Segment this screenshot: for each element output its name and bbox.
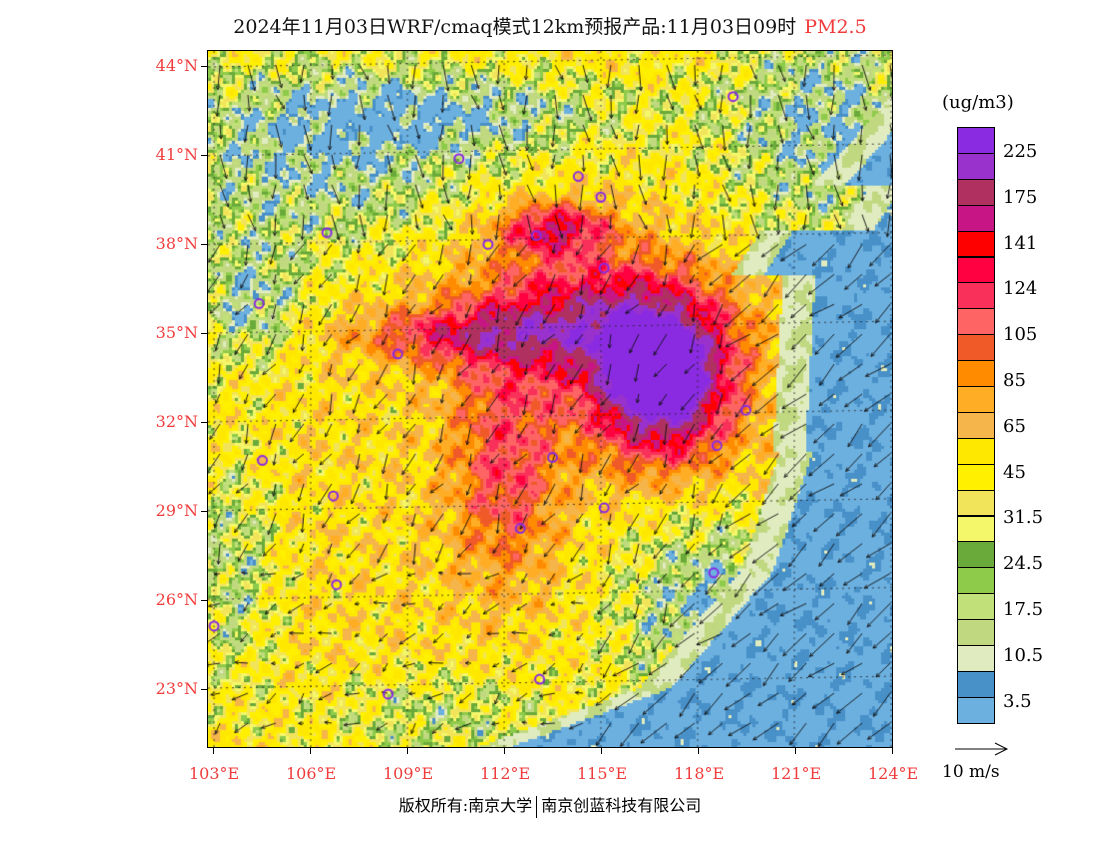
lon-tick bbox=[795, 748, 796, 754]
legend-swatch bbox=[957, 645, 995, 672]
legend-label: 31.5 bbox=[1003, 507, 1044, 529]
copyright-right: 南京创蓝科技有限公司 bbox=[541, 796, 702, 815]
wind-reference-label: 10 m/s bbox=[942, 762, 1000, 782]
map-title: 2024年11月03日WRF/cmaq模式12km预报产品:11月03日09时 P… bbox=[0, 12, 1100, 39]
legend-swatch bbox=[957, 619, 995, 646]
legend-swatch bbox=[957, 204, 995, 232]
title-text: 2024年11月03日WRF/cmaq模式12km预报产品:11月03日09时 bbox=[233, 16, 797, 38]
legend-swatch bbox=[957, 152, 995, 180]
legend-swatch bbox=[957, 282, 995, 310]
pm25-map bbox=[207, 50, 893, 748]
lon-label: 115°E bbox=[577, 764, 628, 783]
legend-label: 45 bbox=[1003, 461, 1026, 483]
legend-swatch bbox=[957, 411, 995, 439]
legend-swatch bbox=[957, 696, 995, 724]
legend-swatch bbox=[957, 256, 995, 284]
legend-label: 124 bbox=[1003, 278, 1038, 300]
lat-label: 29°N bbox=[155, 501, 198, 520]
legend-swatch bbox=[957, 541, 995, 569]
lon-label: 121°E bbox=[771, 764, 822, 783]
legend-swatch bbox=[957, 463, 995, 491]
legend-swatch bbox=[957, 489, 995, 517]
lat-tick bbox=[201, 422, 207, 423]
lon-tick bbox=[601, 748, 602, 754]
legend-label: 65 bbox=[1003, 415, 1026, 437]
legend-label: 85 bbox=[1003, 370, 1026, 391]
lat-label: 26°N bbox=[155, 590, 198, 609]
legend-label: 3.5 bbox=[1003, 690, 1032, 712]
lat-label: 32°N bbox=[155, 412, 198, 431]
lat-label: 23°N bbox=[155, 679, 198, 698]
lon-label: 118°E bbox=[674, 764, 725, 783]
footer-divider bbox=[536, 795, 538, 818]
lon-label: 106°E bbox=[286, 764, 337, 783]
legend-swatch bbox=[957, 593, 995, 621]
lon-tick bbox=[698, 748, 699, 754]
lat-tick bbox=[201, 66, 207, 67]
copyright-left: 版权所有:南京大学 bbox=[398, 796, 533, 815]
lon-tick bbox=[213, 748, 214, 754]
lon-tick bbox=[504, 748, 505, 754]
legend-label: 225 bbox=[1003, 141, 1038, 162]
lon-label: 112°E bbox=[480, 764, 531, 783]
legend-swatch bbox=[957, 334, 995, 362]
legend-label: 175 bbox=[1003, 186, 1038, 208]
legend-swatch bbox=[957, 386, 995, 413]
legend-label: 24.5 bbox=[1003, 553, 1044, 575]
legend-unit: (ug/m3) bbox=[942, 92, 1014, 113]
legend-label: 17.5 bbox=[1003, 599, 1044, 620]
copyright-footer: 版权所有:南京大学 南京创蓝科技有限公司 bbox=[0, 792, 1100, 818]
lat-tick bbox=[201, 155, 207, 156]
variable-name: PM2.5 bbox=[804, 16, 867, 38]
wind-reference-arrow-icon bbox=[955, 742, 1009, 756]
lon-label: 109°E bbox=[383, 764, 434, 783]
lon-label: 103°E bbox=[189, 764, 240, 783]
legend-swatch bbox=[957, 515, 995, 543]
legend-swatch bbox=[957, 360, 995, 387]
legend-swatch bbox=[957, 308, 995, 336]
legend-swatch bbox=[957, 567, 995, 595]
legend-swatch bbox=[957, 230, 995, 258]
legend-swatch bbox=[957, 670, 995, 698]
lat-label: 38°N bbox=[155, 234, 198, 253]
legend-swatch bbox=[957, 127, 995, 154]
lat-label: 44°N bbox=[155, 56, 198, 75]
lat-label: 41°N bbox=[155, 145, 198, 164]
legend-label: 105 bbox=[1003, 324, 1038, 346]
lon-tick bbox=[310, 748, 311, 754]
lat-tick bbox=[201, 600, 207, 601]
legend-swatch bbox=[957, 178, 995, 206]
legend-label: 10.5 bbox=[1003, 644, 1044, 666]
legend-swatch bbox=[957, 437, 995, 465]
lat-tick bbox=[201, 333, 207, 334]
lat-tick bbox=[201, 244, 207, 245]
lat-tick bbox=[201, 689, 207, 690]
lon-label: 124°E bbox=[868, 764, 919, 783]
lon-tick bbox=[892, 748, 893, 754]
lat-label: 35°N bbox=[155, 323, 198, 342]
lon-tick bbox=[407, 748, 408, 754]
lat-tick bbox=[201, 511, 207, 512]
legend-label: 141 bbox=[1003, 232, 1038, 254]
